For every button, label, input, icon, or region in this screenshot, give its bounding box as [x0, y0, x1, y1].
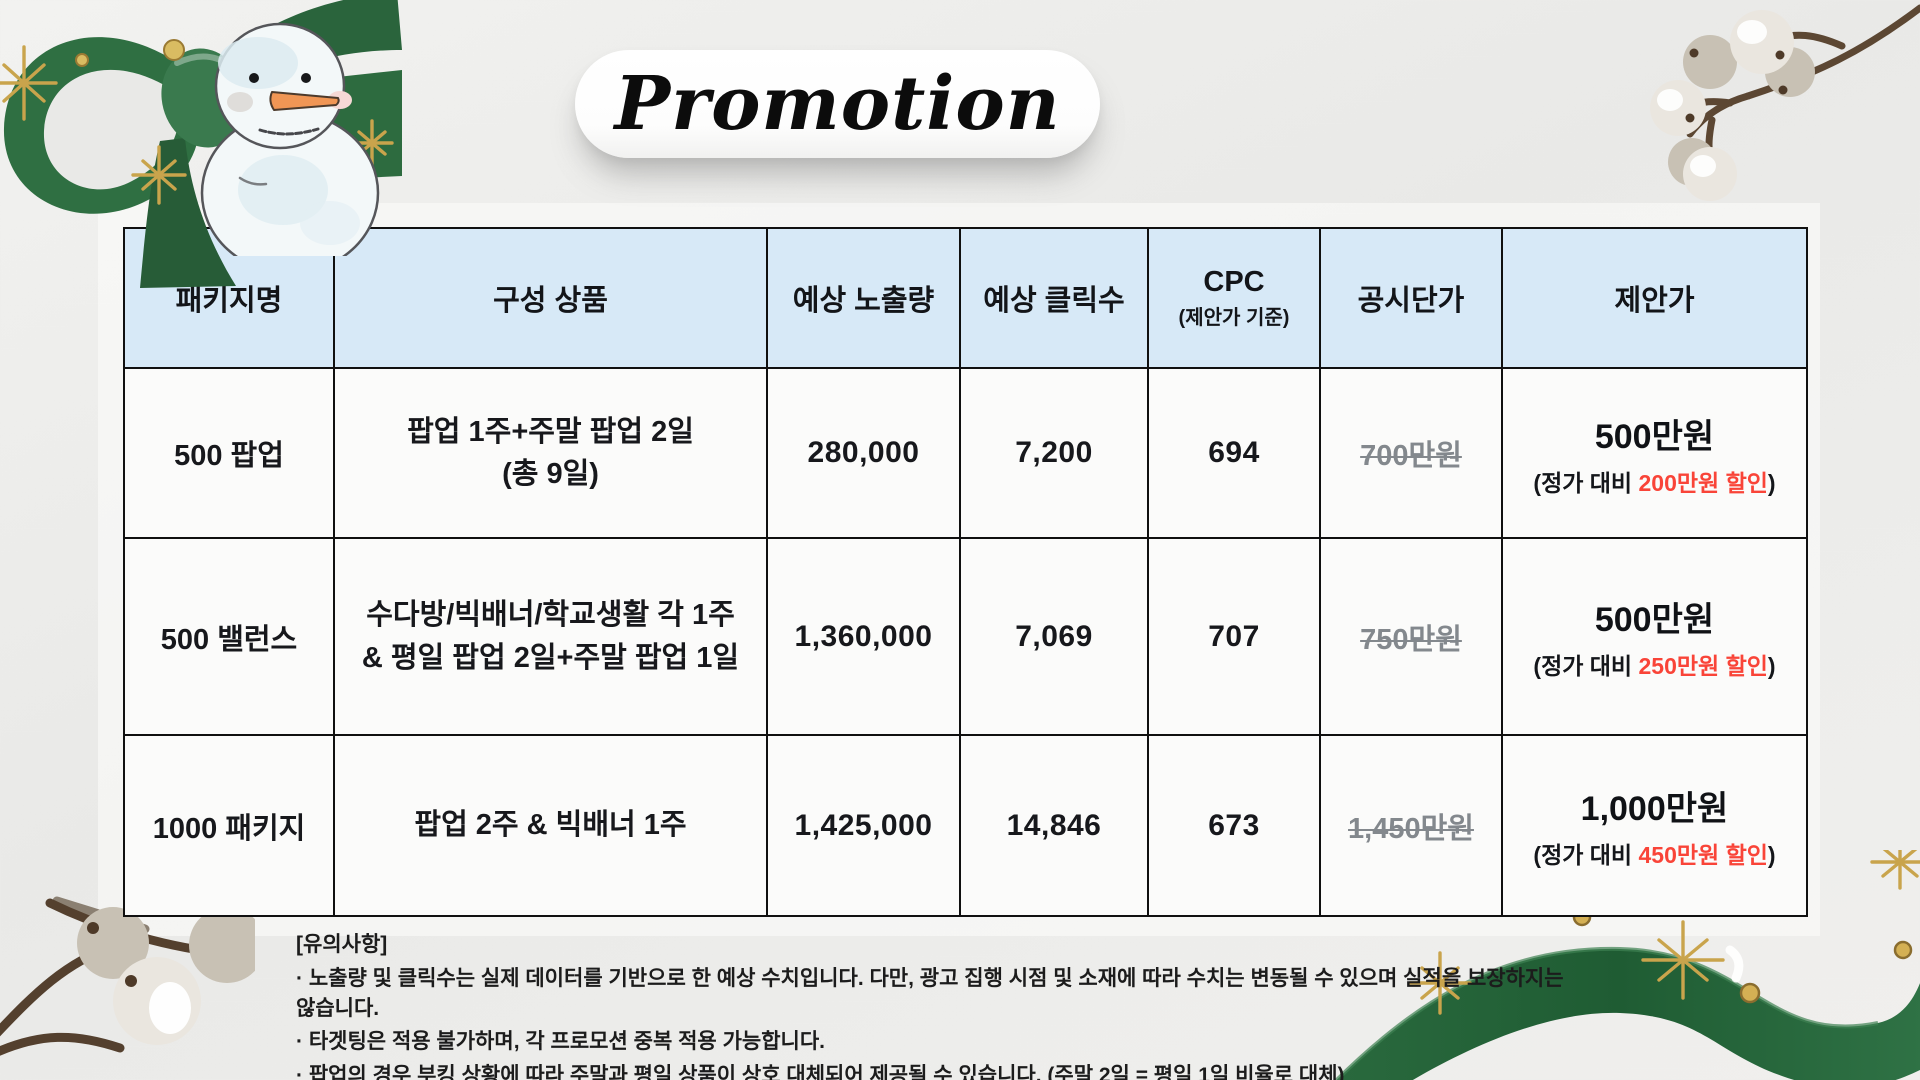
notes-title: [유의사항]: [296, 933, 388, 956]
header-cpc: CPC (제안가 기준): [1147, 227, 1321, 369]
cell-list-price: 700만원: [1319, 367, 1503, 539]
cell-offer-price: 500만원 (정가 대비 250만원 할인): [1501, 537, 1808, 736]
cell-impressions: 1,425,000: [766, 734, 961, 917]
table-header-row: 패키지명 구성 상품 예상 노출량 예상 클릭수 CPC (제안가 기준) 공시단…: [123, 227, 1808, 369]
header-impressions: 예상 노출량: [766, 227, 961, 369]
cell-products: 팝업 2주 & 빅배너 1주: [333, 734, 768, 917]
discount-note: (정가 대비 250만원 할인): [1507, 647, 1802, 681]
cell-offer-price: 500만원 (정가 대비 200만원 할인): [1501, 367, 1808, 539]
header-clicks: 예상 클릭수: [959, 227, 1149, 369]
cell-package: 500 밸런스: [123, 537, 335, 736]
cell-list-price: 1,450만원: [1319, 734, 1503, 917]
discount-prefix: (정가 대비: [1533, 653, 1639, 679]
discount-amount: 250만원 할인: [1638, 653, 1768, 679]
cell-impressions: 1,360,000: [766, 537, 961, 736]
cell-clicks: 7,200: [959, 367, 1149, 539]
products-line1: 팝업 2주 & 빅배너 1주: [414, 809, 687, 842]
list-price-strikethrough: 1,450만원: [1348, 812, 1474, 845]
header-package: 패키지명: [123, 227, 335, 369]
products-line1: 수다방/빅배너/학교생활 각 1주: [366, 599, 735, 632]
header-cpc-sub: (제안가 기준): [1178, 307, 1290, 329]
cell-offer-price: 1,000만원 (정가 대비 450만원 할인): [1501, 734, 1808, 917]
header-products: 구성 상품: [333, 227, 768, 369]
offer-price: 1,000만원: [1580, 790, 1729, 828]
table-row: 500 팝업 팝업 1주+주말 팝업 2일 (총 9일) 280,000 7,2…: [123, 367, 1808, 539]
products-line2: (총 9일): [502, 458, 599, 490]
offer-price: 500만원: [1594, 601, 1715, 639]
cell-impressions: 280,000: [766, 367, 961, 539]
cell-list-price: 750만원: [1319, 537, 1503, 736]
cell-cpc: 673: [1147, 734, 1321, 917]
discount-suffix: ): [1767, 469, 1776, 496]
note-item: · 노출량 및 클릭수는 실제 데이터를 기반으로 한 예상 수치입니다. 다만…: [296, 966, 1564, 1020]
header-list-price: 공시단가: [1319, 227, 1503, 369]
discount-prefix: (정가 대비: [1533, 469, 1639, 496]
products-line1: 팝업 1주+주말 팝업 2일: [407, 415, 694, 448]
cell-package: 500 팝업: [123, 367, 335, 539]
notes-section: [유의사항] · 노출량 및 클릭수는 실제 데이터를 기반으로 한 예상 수치…: [296, 930, 1586, 1080]
table-row: 1000 패키지 팝업 2주 & 빅배너 1주 1,425,000 14,846…: [123, 734, 1808, 917]
header-offer-price: 제안가: [1501, 227, 1808, 369]
cell-cpc: 707: [1147, 537, 1321, 736]
offer-price: 500만원: [1594, 417, 1715, 456]
discount-note: (정가 대비 450만원 할인): [1507, 836, 1802, 870]
cell-products: 팝업 1주+주말 팝업 2일 (총 9일): [333, 367, 768, 539]
cell-cpc: 694: [1147, 367, 1321, 539]
note-item: · 타겟팅은 적용 불가하며, 각 프로모션 중복 적용 가능합니다.: [296, 1030, 826, 1054]
cell-products: 수다방/빅배너/학교생활 각 1주 & 평일 팝업 2일+주말 팝업 1일: [333, 537, 768, 736]
title-badge: Promotion: [575, 50, 1100, 158]
header-cpc-main: CPC: [1203, 266, 1265, 298]
note-item: · 팝업의 경우 부킹 상황에 따라 주말과 평일 상품이 상호 대체되어 제공…: [296, 1064, 1345, 1080]
cell-package: 1000 패키지: [123, 734, 335, 917]
cell-clicks: 7,069: [959, 537, 1149, 736]
page-title: Promotion: [614, 61, 1061, 147]
cell-clicks: 14,846: [959, 734, 1149, 917]
promotion-table: 패키지명 구성 상품 예상 노출량 예상 클릭수 CPC (제안가 기준) 공시단…: [123, 227, 1808, 917]
list-price-strikethrough: 700만원: [1360, 440, 1462, 472]
discount-suffix: ): [1767, 653, 1776, 679]
discount-amount: 450만원 할인: [1638, 842, 1768, 868]
list-price-strikethrough: 750만원: [1360, 623, 1462, 656]
discount-amount: 200만원 할인: [1638, 469, 1768, 496]
products-line2: & 평일 팝업 2일+주말 팝업 1일: [361, 641, 740, 674]
discount-suffix: ): [1767, 842, 1776, 868]
discount-note: (정가 대비 200만원 할인): [1507, 464, 1802, 498]
discount-prefix: (정가 대비: [1533, 842, 1639, 868]
table-row: 500 밸런스 수다방/빅배너/학교생활 각 1주 & 평일 팝업 2일+주말 …: [123, 537, 1808, 736]
